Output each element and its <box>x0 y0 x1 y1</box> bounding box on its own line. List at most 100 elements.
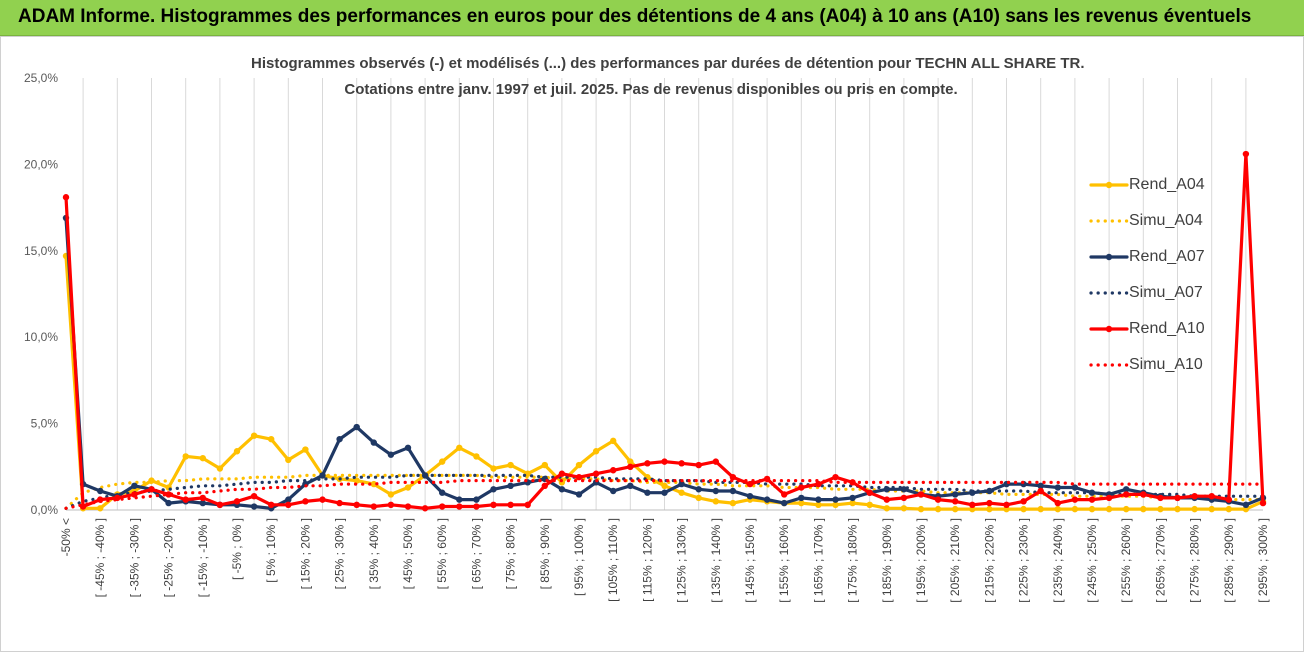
x-tick-label: [ 175% ; 180% ] <box>846 518 860 603</box>
data-point <box>1157 505 1164 513</box>
x-tick-label: [ 245% ; 250% ] <box>1085 518 1099 603</box>
data-point <box>285 496 292 503</box>
data-point <box>148 486 155 493</box>
x-tick-label: [ 255% ; 260% ] <box>1119 518 1133 603</box>
data-point <box>473 496 480 503</box>
data-point <box>165 491 172 498</box>
data-point <box>490 465 497 472</box>
data-point <box>1054 484 1062 491</box>
legend-swatch <box>1089 363 1129 367</box>
legend-label: Rend_A10 <box>1129 320 1205 337</box>
data-point <box>473 453 480 460</box>
data-point <box>986 505 993 513</box>
x-tick-label: [ 55% ; 60% ] <box>435 518 449 589</box>
x-tick-label: [ 285% ; 290% ] <box>1222 518 1236 603</box>
data-point <box>524 501 531 509</box>
x-tick-label: [ 205% ; 210% ] <box>948 518 962 603</box>
data-point <box>302 446 309 453</box>
data-point <box>832 473 839 481</box>
legend-item: Rend_A10 <box>1081 313 1281 349</box>
x-tick-label: [ -15% ; -10% ] <box>196 518 210 597</box>
legend-label: Simu_A10 <box>1129 356 1203 373</box>
series-line <box>64 473 1265 510</box>
data-point <box>592 470 600 477</box>
data-point <box>900 494 908 502</box>
data-point <box>319 472 326 479</box>
data-point <box>798 484 805 491</box>
data-point <box>952 498 959 505</box>
x-tick-label: [ 165% ; 170% ] <box>811 518 825 603</box>
data-point <box>250 492 258 500</box>
data-point <box>1054 499 1062 507</box>
series-line <box>64 473 1265 510</box>
data-point <box>883 505 890 512</box>
x-axis: -50% < [ -45% ; -40% ] [ -35% ; -30% ] [ -2… <box>59 518 1270 603</box>
x-tick-label: [ 5% ; 10% ] <box>264 518 278 583</box>
data-point <box>199 494 206 502</box>
data-point <box>456 444 463 451</box>
data-point <box>1037 487 1044 495</box>
data-point <box>849 494 856 502</box>
data-point <box>712 458 719 465</box>
x-tick-label: [ 35% ; 40% ] <box>367 518 381 589</box>
data-point <box>353 501 360 509</box>
series-simu-a07 <box>64 473 1265 510</box>
data-point <box>404 484 412 491</box>
legend-swatch <box>1089 181 1129 189</box>
data-point <box>1054 505 1062 513</box>
data-point <box>370 503 377 510</box>
data-point <box>678 480 685 488</box>
data-point <box>575 473 583 481</box>
data-point <box>285 501 292 509</box>
data-point <box>370 439 377 446</box>
data-point <box>250 432 258 439</box>
data-point <box>815 480 822 488</box>
data-point <box>182 453 189 460</box>
y-tick-label: 25,0% <box>24 71 58 85</box>
chart-area: 0,0% 5,0% 10,0% 15,0% 20,0% 25,0% -50% < [ -45%… <box>0 36 1304 652</box>
x-tick-label: [ -25% ; -20% ] <box>162 518 176 597</box>
legend-label: Simu_A07 <box>1129 284 1203 301</box>
data-point <box>1225 496 1233 503</box>
data-point <box>439 489 446 496</box>
data-point <box>302 498 309 505</box>
data-point <box>1174 494 1181 502</box>
x-tick-label: [ 235% ; 240% ] <box>1051 518 1065 603</box>
data-point <box>370 480 377 488</box>
data-point <box>969 501 976 509</box>
data-point <box>592 448 600 455</box>
x-tick-label: [ 185% ; 190% ] <box>880 518 894 603</box>
data-point <box>1242 150 1250 158</box>
data-point <box>832 496 839 503</box>
data-point <box>387 501 395 509</box>
data-point <box>934 496 942 503</box>
data-point <box>285 456 292 464</box>
legend-swatch-marker <box>1105 253 1113 261</box>
data-point <box>199 499 206 507</box>
gridlines <box>82 78 1247 510</box>
data-point <box>439 503 446 510</box>
data-point <box>268 435 275 443</box>
data-point <box>781 491 788 498</box>
y-tick-label: 20,0% <box>24 157 58 171</box>
y-tick-label: 15,0% <box>24 244 58 258</box>
data-point <box>268 501 275 509</box>
x-tick-label: [ 155% ; 160% ] <box>777 518 791 603</box>
data-point <box>917 505 925 513</box>
data-point <box>558 470 566 477</box>
x-tick-label: [ 45% ; 50% ] <box>401 518 415 589</box>
x-tick-label: [ 25% ; 30% ] <box>333 518 347 589</box>
x-tick-label: [ 105% ; 110% ] <box>606 518 620 602</box>
data-point <box>507 501 514 509</box>
data-point <box>1088 496 1096 503</box>
report-banner: ADAM Informe. Histogrammes des performan… <box>0 0 1304 36</box>
data-point <box>336 499 343 507</box>
data-point <box>1140 505 1147 513</box>
data-point <box>815 496 822 503</box>
legend-swatch <box>1089 219 1129 223</box>
data-point <box>695 461 702 469</box>
data-point <box>695 486 702 493</box>
data-point <box>866 501 873 509</box>
data-point <box>404 503 412 510</box>
y-tick-label: 0,0% <box>31 503 59 517</box>
